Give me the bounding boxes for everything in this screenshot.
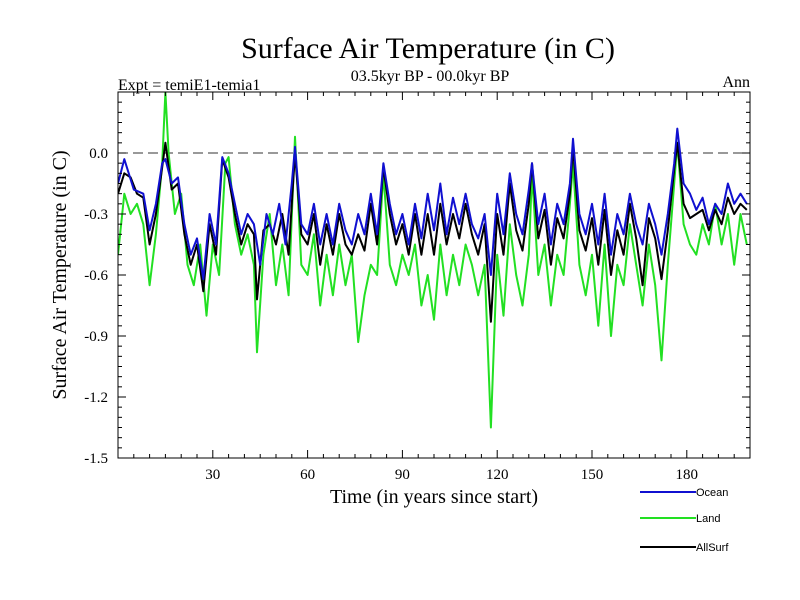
y-tick-label: -0.6 bbox=[84, 268, 108, 284]
y-tick-label: -1.5 bbox=[84, 451, 108, 467]
series-line-land bbox=[118, 92, 748, 429]
legend: Ocean Land AllSurf bbox=[640, 487, 729, 554]
x-tick-label: 180 bbox=[676, 467, 699, 483]
chart-title: Surface Air Temperature (in C) bbox=[241, 32, 615, 65]
y-tick-label: -0.3 bbox=[84, 207, 108, 223]
y-tick-label: 0.0 bbox=[89, 146, 108, 162]
x-tick-label: 150 bbox=[581, 467, 604, 483]
legend-label-allsurf: AllSurf bbox=[696, 542, 729, 554]
series-line-ocean bbox=[118, 127, 748, 281]
chart-subtitle: 03.5kyr BP - 00.0kyr BP bbox=[351, 68, 510, 85]
x-axis-label: Time (in years since start) bbox=[330, 486, 538, 508]
season-label: Ann bbox=[722, 74, 750, 91]
plot-frame bbox=[117, 91, 751, 459]
x-tick-label: 60 bbox=[300, 467, 315, 483]
legend-label-land: Land bbox=[696, 513, 720, 525]
legend-label-ocean: Ocean bbox=[696, 487, 728, 499]
x-tick-label: 120 bbox=[486, 467, 509, 483]
series-line-allsurf bbox=[118, 141, 748, 323]
experiment-label: Expt = temiE1-temia1 bbox=[118, 77, 260, 94]
y-axis-label: Surface Air Temperature (in C) bbox=[49, 150, 71, 399]
x-tick-label: 90 bbox=[395, 467, 410, 483]
y-tick-label: -1.2 bbox=[84, 390, 108, 406]
x-tick-label: 30 bbox=[205, 467, 220, 483]
y-tick-label: -0.9 bbox=[84, 329, 108, 345]
